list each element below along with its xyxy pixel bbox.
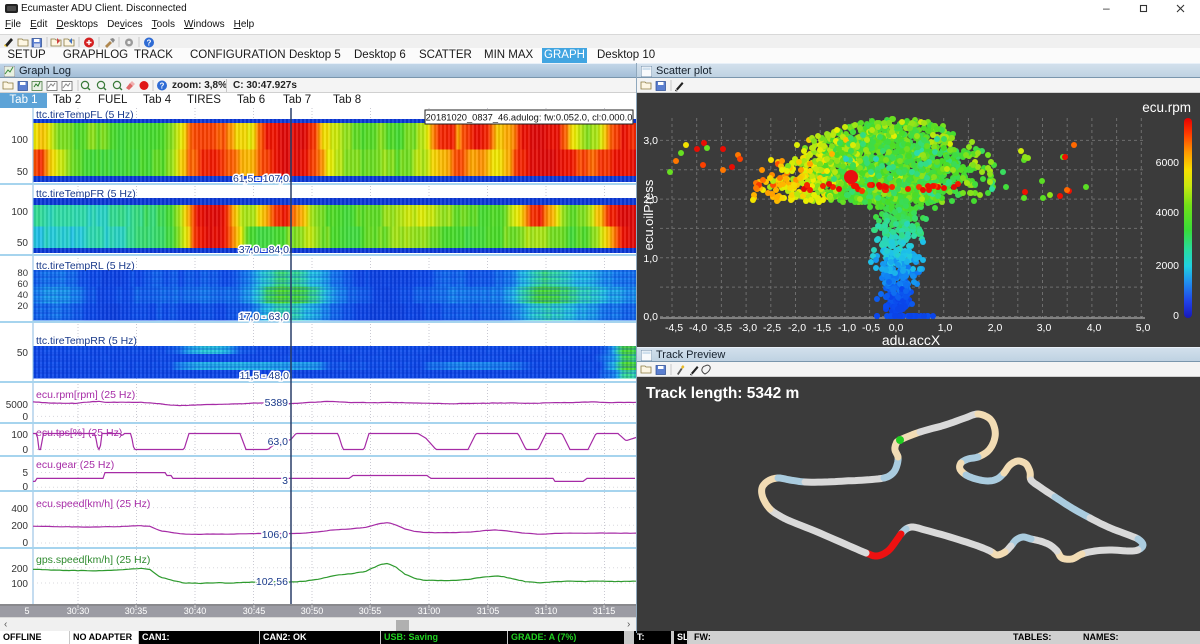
svg-text:63,0: 63,0 [268,436,289,448]
svg-text:-1,5: -1,5 [813,322,831,334]
svg-text:50: 50 [17,238,29,249]
svg-text:-0,5: -0,5 [862,322,880,334]
svg-text:30:55: 30:55 [359,606,382,616]
svg-text:102,56: 102,56 [256,576,288,588]
svg-text:31:00: 31:00 [418,606,441,616]
svg-text:31:05: 31:05 [477,606,500,616]
svg-text:2,0: 2,0 [988,322,1003,334]
svg-text:60: 60 [17,279,28,290]
svg-text:5: 5 [22,468,28,479]
svg-text:-4,0: -4,0 [689,322,707,334]
svg-text:6000: 6000 [1156,157,1180,169]
svg-text:0: 0 [22,482,28,493]
svg-text:0,0: 0,0 [643,311,658,323]
svg-text:200: 200 [11,521,28,532]
svg-text:17,0 - 63,0: 17,0 - 63,0 [239,311,289,323]
svg-text:400: 400 [11,504,28,515]
svg-text:2000: 2000 [1156,260,1180,272]
svg-text:gps.speed[km/h] (25 Hz): gps.speed[km/h] (25 Hz) [36,554,150,566]
svg-text:30:30: 30:30 [67,606,90,616]
svg-text:2,0: 2,0 [643,194,658,206]
svg-text:3,0: 3,0 [643,135,658,147]
svg-text:1,0: 1,0 [938,322,953,334]
svg-text:100: 100 [11,135,28,146]
svg-text:100: 100 [11,430,28,441]
svg-text:ecu.rpm: ecu.rpm [1142,100,1191,115]
svg-text:5,0: 5,0 [1136,322,1151,334]
svg-text:61,5 - 107,0: 61,5 - 107,0 [233,173,289,185]
svg-text:-3,5: -3,5 [714,322,732,334]
svg-text:30:50: 30:50 [301,606,324,616]
svg-text:Track length: 5342 m: Track length: 5342 m [646,385,799,402]
svg-text:-4,5: -4,5 [665,322,683,334]
svg-text:ecu.rpm[rpm] (25 Hz): ecu.rpm[rpm] (25 Hz) [36,389,135,401]
svg-text:4000: 4000 [1156,207,1180,219]
svg-text:5389: 5389 [265,397,289,409]
svg-text:ecu.gear (25 Hz): ecu.gear (25 Hz) [36,459,114,471]
svg-text:106,0: 106,0 [262,529,288,541]
svg-text:100: 100 [11,207,28,218]
svg-text:5000: 5000 [6,400,29,411]
svg-text:0: 0 [22,412,28,423]
svg-text:ttc.tireTempRL (5 Hz): ttc.tireTempRL (5 Hz) [36,260,135,272]
svg-text:3,0: 3,0 [1037,322,1052,334]
svg-text:0,0: 0,0 [889,322,904,334]
svg-text:100: 100 [11,579,28,590]
svg-text:ecu.oilPress: ecu.oilPress [641,179,656,250]
svg-text:5: 5 [24,606,29,616]
svg-text:200: 200 [11,564,28,575]
svg-text:-1,0: -1,0 [838,322,856,334]
svg-text:20: 20 [17,301,28,312]
svg-text:?: ? [147,39,152,48]
svg-text:20181020_0837_46.adulog: fw:0.: 20181020_0837_46.adulog: fw:0.052.0, cl:… [426,113,633,123]
svg-text:50: 50 [17,167,29,178]
svg-text:0: 0 [22,538,28,549]
svg-text:11,5 - 48,0: 11,5 - 48,0 [240,370,290,382]
svg-text:3: 3 [282,475,288,487]
svg-text:30:45: 30:45 [243,606,266,616]
svg-text:ttc.tireTempFR (5 Hz): ttc.tireTempFR (5 Hz) [36,188,136,200]
svg-text:0: 0 [22,445,28,456]
svg-text:37,0 - 84,0: 37,0 - 84,0 [239,244,289,256]
svg-text:30:35: 30:35 [125,606,148,616]
svg-text:ttc.tireTempRR (5 Hz): ttc.tireTempRR (5 Hz) [36,335,137,347]
svg-text:30:40: 30:40 [184,606,207,616]
svg-text:0: 0 [1173,310,1179,322]
svg-text:50: 50 [17,348,29,359]
svg-text:1,0: 1,0 [643,253,658,265]
svg-text:80: 80 [17,268,28,279]
svg-text:-2,5: -2,5 [763,322,781,334]
svg-text:adu.accX: adu.accX [882,332,941,347]
svg-text:ecu.speed[km/h] (25 Hz): ecu.speed[km/h] (25 Hz) [36,498,150,510]
svg-text:40: 40 [17,290,28,301]
svg-text:31:15: 31:15 [593,606,616,616]
svg-text:ttc.tireTempFL (5 Hz): ttc.tireTempFL (5 Hz) [36,109,134,121]
svg-text:4,0: 4,0 [1087,322,1102,334]
svg-text:-2,0: -2,0 [788,322,806,334]
svg-text:?: ? [160,82,165,91]
svg-text:31:10: 31:10 [535,606,558,616]
svg-text:-3,0: -3,0 [739,322,757,334]
